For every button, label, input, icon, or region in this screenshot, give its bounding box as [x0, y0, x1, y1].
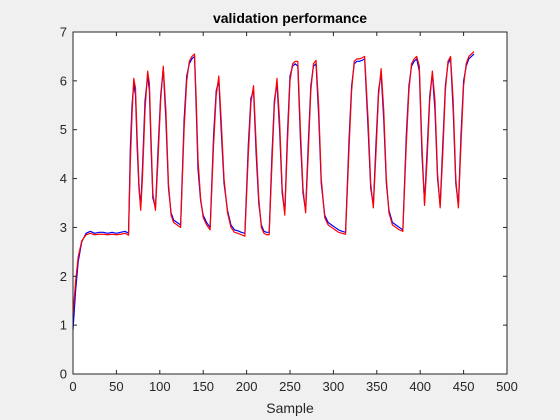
y-tick-label: 7 [60, 25, 67, 40]
x-tick-label: 400 [409, 379, 431, 394]
y-tick-label: 5 [60, 122, 67, 137]
y-tick-label: 6 [60, 73, 67, 88]
series-line-2 [72, 51, 475, 316]
x-axis-label: Sample [266, 400, 314, 416]
y-tick-label: 2 [60, 269, 67, 284]
y-tick-label: 3 [60, 220, 67, 235]
y-tick-label: 4 [60, 171, 67, 186]
x-tick-label: 500 [496, 379, 518, 394]
y-tick-label: 1 [60, 318, 67, 333]
x-tick-label: 350 [366, 379, 388, 394]
x-axis: 0 50 100 150 200 250 300 350 400 450 500 [69, 32, 518, 394]
x-tick-label: 200 [236, 379, 258, 394]
x-tick-label: 450 [453, 379, 475, 394]
series-layer [72, 51, 475, 331]
y-axis: 0 1 2 3 4 5 6 7 [60, 25, 507, 382]
x-tick-label: 0 [69, 379, 76, 394]
x-tick-label: 100 [149, 379, 171, 394]
x-tick-label: 150 [192, 379, 214, 394]
x-tick-label: 300 [323, 379, 345, 394]
chart-title: validation performance [213, 10, 367, 26]
x-tick-label: 50 [109, 379, 123, 394]
y-tick-label: 0 [60, 367, 67, 382]
x-tick-label: 250 [279, 379, 301, 394]
